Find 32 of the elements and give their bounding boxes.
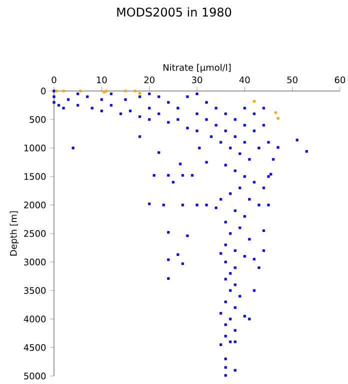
point <box>105 90 108 92</box>
chart-title: MODS2005 in 1980 <box>117 7 232 17</box>
y-axis-title: Depth [m] <box>10 211 19 256</box>
y-tick-label: 1000 <box>24 144 46 152</box>
y-tick-label: 2500 <box>24 230 46 237</box>
point <box>276 117 280 120</box>
point <box>134 90 136 92</box>
x-axis-title: Nitrate [µmol/l] <box>164 64 231 73</box>
y-tick-label: 3000 <box>24 258 46 266</box>
y-tick-label: 0 <box>41 88 46 94</box>
x-tick-label: 60 <box>334 76 346 84</box>
point <box>55 90 58 92</box>
y-tick-label: 4000 <box>24 316 46 322</box>
point <box>252 100 256 103</box>
y-tick-label: 500 <box>30 116 46 123</box>
point <box>78 90 82 92</box>
y-tick-label: 1500 <box>24 173 46 180</box>
x-tick-label: 20 <box>144 76 154 84</box>
point <box>274 111 277 114</box>
point <box>138 92 142 95</box>
point <box>62 90 65 92</box>
y-tick-label: 3500 <box>24 287 46 294</box>
y-tick-label: 2000 <box>24 202 46 208</box>
x-tick-label: 10 <box>96 76 107 84</box>
x-tick-label: 50 <box>287 76 298 84</box>
y-tick-label: 4500 <box>24 344 46 351</box>
x-tick-label: 40 <box>239 76 250 84</box>
y-tick-label: 5000 <box>24 372 46 380</box>
x-tick-label: 30 <box>192 76 202 84</box>
point <box>102 90 106 94</box>
point <box>124 90 127 92</box>
x-tick-label: 0 <box>52 76 56 84</box>
